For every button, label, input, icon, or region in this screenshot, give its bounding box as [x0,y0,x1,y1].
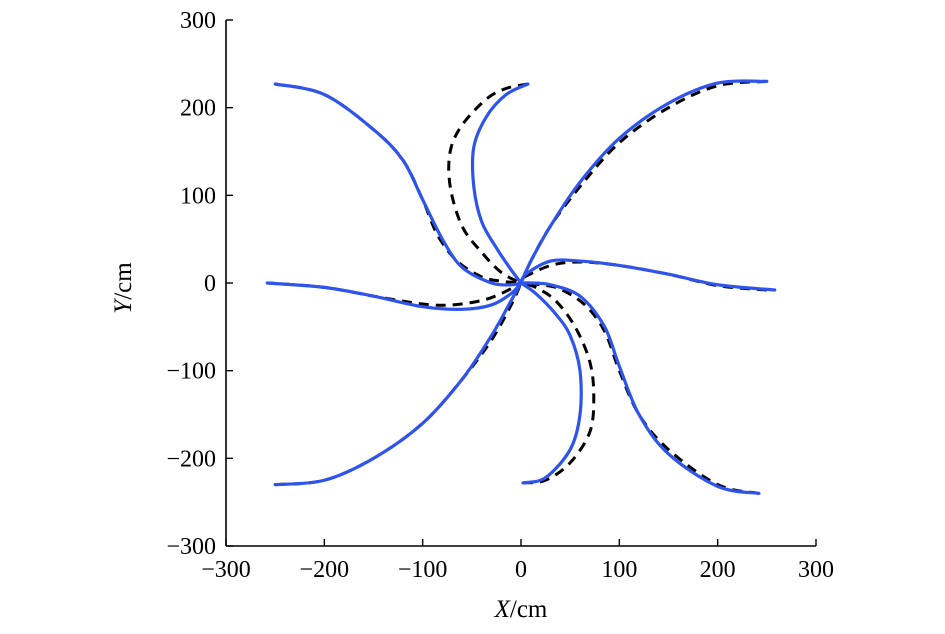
trajectory-dashed-5 [275,282,523,487]
x-tick-label: 0 [515,557,527,583]
x-axis-title: X/cm [494,596,548,623]
x-tick-label: 100 [601,557,637,583]
y-tick-label: 0 [204,271,216,297]
x-tick-label: 300 [798,557,834,583]
y-tick-label: 100 [180,183,216,209]
trajectory-dashed-8 [520,281,596,485]
trajectory-dashed-3 [519,79,767,284]
y-tick-label: 200 [180,96,216,122]
trajectory-dashed-1 [274,82,522,285]
y-axis-title-unit: /cm [110,262,137,300]
trajectory-dashed-2 [447,82,529,285]
y-tick-label: 300 [180,8,216,34]
x-tick-label: −300 [201,557,251,583]
series-layer [265,79,777,495]
y-tick-label: −300 [166,534,216,560]
x-tick-label: −200 [300,557,350,583]
trajectory-solid-4 [265,281,523,311]
y-axis-title-var: Y [110,297,137,314]
trajectory-solid-7 [519,281,761,495]
trajectory-solid-1 [273,82,523,287]
labels-layer: −300 −200 −100 0 100 200 300 −300 −200 −100 0 100 20… [110,8,834,623]
trajectory-solid-6 [519,258,777,292]
y-axis-title: Y/cm [110,262,137,314]
y-tick-label: −100 [166,359,216,385]
trajectory-dashed-4 [267,281,522,307]
x-axis-title-unit: /cm [510,596,548,623]
trajectory-solid-5 [273,281,523,487]
x-axis-title-var: X [494,596,512,623]
axes-layer [225,19,817,547]
trajectory-solid-3 [519,79,769,285]
trajectory-solid-8 [519,281,583,485]
y-tick-label: −200 [166,446,216,472]
trajectory-solid-2 [470,82,530,285]
x-tick-label: 200 [700,557,736,583]
series-solid [265,79,777,495]
x-tick-label: −100 [398,557,448,583]
